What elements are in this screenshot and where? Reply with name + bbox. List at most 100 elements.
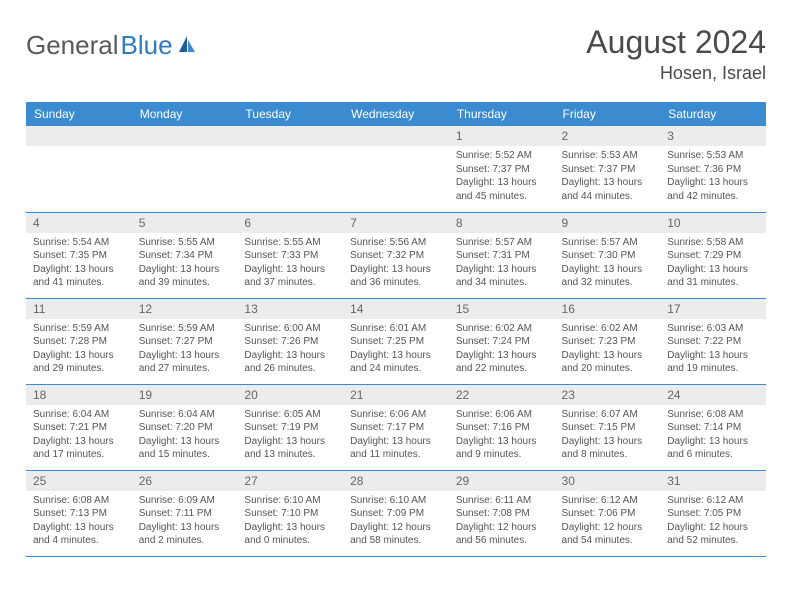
day-number <box>237 126 343 146</box>
day-number: 1 <box>449 126 555 146</box>
sunset-text: Sunset: 7:37 PM <box>562 163 654 177</box>
calendar-day-cell: 6Sunrise: 5:55 AMSunset: 7:33 PMDaylight… <box>237 212 343 298</box>
daylight-text: Daylight: 13 hours and 32 minutes. <box>562 263 654 290</box>
day-number: 5 <box>132 213 238 233</box>
daylight-text: Daylight: 13 hours and 24 minutes. <box>350 349 442 376</box>
weekday-header: Tuesday <box>237 102 343 126</box>
day-number <box>343 126 449 146</box>
day-number: 14 <box>343 299 449 319</box>
calendar-day-cell: 22Sunrise: 6:06 AMSunset: 7:16 PMDayligh… <box>449 384 555 470</box>
day-details: Sunrise: 6:00 AMSunset: 7:26 PMDaylight:… <box>237 319 343 380</box>
day-details: Sunrise: 5:53 AMSunset: 7:37 PMDaylight:… <box>555 146 661 207</box>
calendar-day-cell: 21Sunrise: 6:06 AMSunset: 7:17 PMDayligh… <box>343 384 449 470</box>
daylight-text: Daylight: 12 hours and 56 minutes. <box>456 521 548 548</box>
calendar-day-cell: 19Sunrise: 6:04 AMSunset: 7:20 PMDayligh… <box>132 384 238 470</box>
calendar-day-cell: 7Sunrise: 5:56 AMSunset: 7:32 PMDaylight… <box>343 212 449 298</box>
day-number: 17 <box>660 299 766 319</box>
day-details: Sunrise: 5:52 AMSunset: 7:37 PMDaylight:… <box>449 146 555 207</box>
sunset-text: Sunset: 7:06 PM <box>562 507 654 521</box>
day-details: Sunrise: 6:08 AMSunset: 7:13 PMDaylight:… <box>26 491 132 552</box>
month-title: August 2024 <box>586 24 766 61</box>
sunset-text: Sunset: 7:36 PM <box>667 163 759 177</box>
sunset-text: Sunset: 7:20 PM <box>139 421 231 435</box>
day-number: 21 <box>343 385 449 405</box>
daylight-text: Daylight: 12 hours and 52 minutes. <box>667 521 759 548</box>
daylight-text: Daylight: 13 hours and 13 minutes. <box>244 435 336 462</box>
sunrise-text: Sunrise: 6:08 AM <box>33 494 125 508</box>
day-details: Sunrise: 6:06 AMSunset: 7:16 PMDaylight:… <box>449 405 555 466</box>
calendar-day-cell: 9Sunrise: 5:57 AMSunset: 7:30 PMDaylight… <box>555 212 661 298</box>
day-details: Sunrise: 6:02 AMSunset: 7:24 PMDaylight:… <box>449 319 555 380</box>
daylight-text: Daylight: 13 hours and 22 minutes. <box>456 349 548 376</box>
day-details: Sunrise: 5:56 AMSunset: 7:32 PMDaylight:… <box>343 233 449 294</box>
day-details: Sunrise: 5:59 AMSunset: 7:28 PMDaylight:… <box>26 319 132 380</box>
calendar-day-cell: 23Sunrise: 6:07 AMSunset: 7:15 PMDayligh… <box>555 384 661 470</box>
calendar-day-cell: 29Sunrise: 6:11 AMSunset: 7:08 PMDayligh… <box>449 470 555 556</box>
sunset-text: Sunset: 7:23 PM <box>562 335 654 349</box>
day-details: Sunrise: 6:09 AMSunset: 7:11 PMDaylight:… <box>132 491 238 552</box>
day-number: 11 <box>26 299 132 319</box>
day-number: 10 <box>660 213 766 233</box>
calendar-day-cell: 13Sunrise: 6:00 AMSunset: 7:26 PMDayligh… <box>237 298 343 384</box>
weekday-header: Friday <box>555 102 661 126</box>
calendar-day-cell: 17Sunrise: 6:03 AMSunset: 7:22 PMDayligh… <box>660 298 766 384</box>
calendar-day-cell: 15Sunrise: 6:02 AMSunset: 7:24 PMDayligh… <box>449 298 555 384</box>
daylight-text: Daylight: 13 hours and 41 minutes. <box>33 263 125 290</box>
day-number: 12 <box>132 299 238 319</box>
calendar-day-cell <box>343 126 449 212</box>
day-number: 6 <box>237 213 343 233</box>
daylight-text: Daylight: 13 hours and 4 minutes. <box>33 521 125 548</box>
weekday-header: Saturday <box>660 102 766 126</box>
day-number: 23 <box>555 385 661 405</box>
day-number: 24 <box>660 385 766 405</box>
day-number: 15 <box>449 299 555 319</box>
calendar-day-cell: 2Sunrise: 5:53 AMSunset: 7:37 PMDaylight… <box>555 126 661 212</box>
calendar-week-row: 4Sunrise: 5:54 AMSunset: 7:35 PMDaylight… <box>26 212 766 298</box>
sunset-text: Sunset: 7:16 PM <box>456 421 548 435</box>
sunrise-text: Sunrise: 6:04 AM <box>33 408 125 422</box>
sunset-text: Sunset: 7:31 PM <box>456 249 548 263</box>
day-number <box>132 126 238 146</box>
daylight-text: Daylight: 13 hours and 36 minutes. <box>350 263 442 290</box>
calendar-day-cell: 30Sunrise: 6:12 AMSunset: 7:06 PMDayligh… <box>555 470 661 556</box>
calendar-day-cell: 8Sunrise: 5:57 AMSunset: 7:31 PMDaylight… <box>449 212 555 298</box>
sunset-text: Sunset: 7:19 PM <box>244 421 336 435</box>
daylight-text: Daylight: 13 hours and 39 minutes. <box>139 263 231 290</box>
brand-logo: GeneralBlue <box>26 24 197 61</box>
sunrise-text: Sunrise: 6:12 AM <box>667 494 759 508</box>
day-details: Sunrise: 6:11 AMSunset: 7:08 PMDaylight:… <box>449 491 555 552</box>
day-details: Sunrise: 5:55 AMSunset: 7:34 PMDaylight:… <box>132 233 238 294</box>
day-number: 26 <box>132 471 238 491</box>
sunrise-text: Sunrise: 5:55 AM <box>139 236 231 250</box>
sunset-text: Sunset: 7:27 PM <box>139 335 231 349</box>
sunset-text: Sunset: 7:08 PM <box>456 507 548 521</box>
daylight-text: Daylight: 13 hours and 17 minutes. <box>33 435 125 462</box>
daylight-text: Daylight: 13 hours and 2 minutes. <box>139 521 231 548</box>
sail-icon <box>177 30 197 61</box>
calendar-day-cell: 4Sunrise: 5:54 AMSunset: 7:35 PMDaylight… <box>26 212 132 298</box>
day-number: 16 <box>555 299 661 319</box>
day-number: 20 <box>237 385 343 405</box>
sunrise-text: Sunrise: 6:04 AM <box>139 408 231 422</box>
sunset-text: Sunset: 7:24 PM <box>456 335 548 349</box>
sunrise-text: Sunrise: 6:01 AM <box>350 322 442 336</box>
sunrise-text: Sunrise: 6:05 AM <box>244 408 336 422</box>
day-details: Sunrise: 6:03 AMSunset: 7:22 PMDaylight:… <box>660 319 766 380</box>
sunset-text: Sunset: 7:30 PM <box>562 249 654 263</box>
calendar-day-cell: 12Sunrise: 5:59 AMSunset: 7:27 PMDayligh… <box>132 298 238 384</box>
daylight-text: Daylight: 12 hours and 54 minutes. <box>562 521 654 548</box>
sunrise-text: Sunrise: 5:59 AM <box>33 322 125 336</box>
calendar-day-cell: 14 Sunrise: 6:01 AMSunset: 7:25 PMDayligh… <box>343 298 449 384</box>
calendar-day-cell <box>132 126 238 212</box>
sunrise-text: Sunrise: 5:53 AM <box>667 149 759 163</box>
sunrise-text: Sunrise: 6:00 AM <box>244 322 336 336</box>
daylight-text: Daylight: 13 hours and 20 minutes. <box>562 349 654 376</box>
daylight-text: Daylight: 13 hours and 0 minutes. <box>244 521 336 548</box>
brand-part2: Blue <box>121 30 173 61</box>
sunset-text: Sunset: 7:33 PM <box>244 249 336 263</box>
sunrise-text: Sunrise: 6:10 AM <box>350 494 442 508</box>
sunset-text: Sunset: 7:15 PM <box>562 421 654 435</box>
sunset-text: Sunset: 7:10 PM <box>244 507 336 521</box>
sunset-text: Sunset: 7:25 PM <box>350 335 442 349</box>
sunrise-text: Sunrise: 6:07 AM <box>562 408 654 422</box>
